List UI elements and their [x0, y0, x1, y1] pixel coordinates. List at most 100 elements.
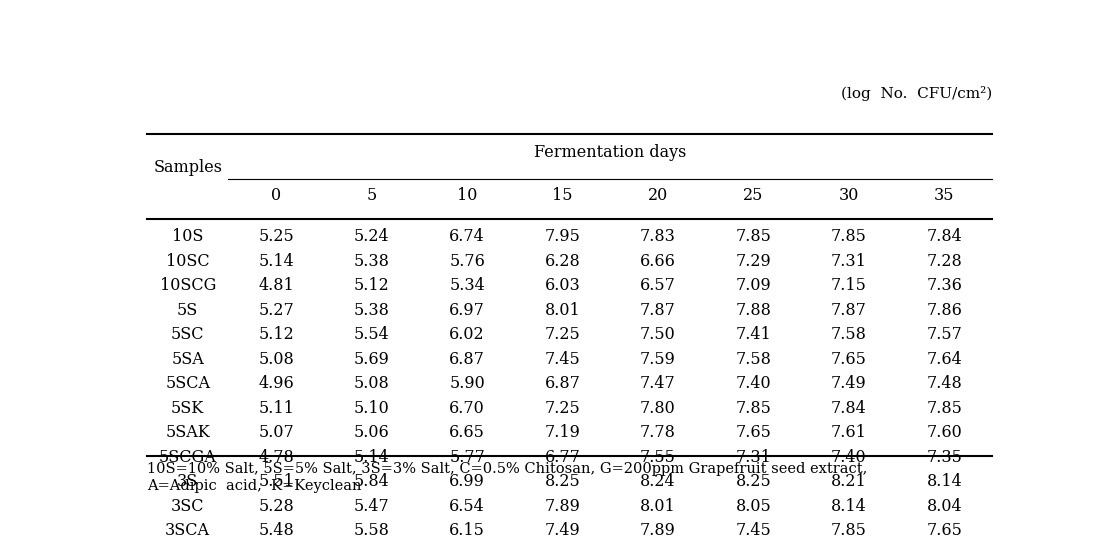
Text: 7.09: 7.09: [735, 277, 772, 294]
Text: 7.31: 7.31: [735, 449, 772, 465]
Text: 6.97: 6.97: [449, 302, 485, 319]
Text: 5.76: 5.76: [449, 253, 485, 270]
Text: 10SCG: 10SCG: [159, 277, 216, 294]
Text: 5: 5: [366, 187, 376, 204]
Text: 5.77: 5.77: [449, 449, 485, 465]
Text: 5.25: 5.25: [258, 228, 294, 245]
Text: 6.99: 6.99: [449, 473, 485, 490]
Text: 5SCGA: 5SCGA: [158, 449, 217, 465]
Text: 8.21: 8.21: [831, 473, 867, 490]
Text: 10SC: 10SC: [166, 253, 209, 270]
Text: 5.12: 5.12: [354, 277, 390, 294]
Text: 6.54: 6.54: [449, 498, 485, 514]
Text: 6.77: 6.77: [545, 449, 580, 465]
Text: 8.04: 8.04: [927, 498, 962, 514]
Text: 7.15: 7.15: [831, 277, 867, 294]
Text: 3S: 3S: [177, 473, 198, 490]
Text: 6.87: 6.87: [545, 375, 580, 392]
Text: 7.49: 7.49: [831, 375, 867, 392]
Text: 5.58: 5.58: [353, 522, 390, 539]
Text: 7.89: 7.89: [545, 498, 580, 514]
Text: 25: 25: [743, 187, 764, 204]
Text: 7.85: 7.85: [735, 228, 772, 245]
Text: 5.14: 5.14: [354, 449, 390, 465]
Text: (log  No.  CFU/cm²): (log No. CFU/cm²): [840, 86, 992, 102]
Text: 7.89: 7.89: [640, 522, 676, 539]
Text: 7.36: 7.36: [927, 277, 962, 294]
Text: 7.80: 7.80: [640, 400, 676, 417]
Text: 7.29: 7.29: [735, 253, 772, 270]
Text: 7.85: 7.85: [831, 522, 867, 539]
Text: 5.34: 5.34: [449, 277, 485, 294]
Text: 7.84: 7.84: [831, 400, 867, 417]
Text: 7.88: 7.88: [735, 302, 772, 319]
Text: 8.25: 8.25: [735, 473, 772, 490]
Text: 6.66: 6.66: [640, 253, 676, 270]
Text: 7.85: 7.85: [927, 400, 962, 417]
Text: 5.90: 5.90: [449, 375, 485, 392]
Text: 10S=10% Salt, 5S=5% Salt, 3S=3% Salt, C=0.5% Chitosan, G=200ppm Grapefruit seed : 10S=10% Salt, 5S=5% Salt, 3S=3% Salt, C=…: [147, 461, 867, 475]
Text: 5.47: 5.47: [354, 498, 390, 514]
Text: 5SK: 5SK: [172, 400, 205, 417]
Text: 7.64: 7.64: [927, 350, 962, 368]
Text: 7.25: 7.25: [545, 326, 580, 343]
Text: 4.78: 4.78: [258, 449, 294, 465]
Text: 5.38: 5.38: [353, 253, 390, 270]
Text: 5.12: 5.12: [258, 326, 294, 343]
Text: 7.87: 7.87: [640, 302, 676, 319]
Text: 6.57: 6.57: [640, 277, 676, 294]
Text: 7.49: 7.49: [545, 522, 580, 539]
Text: 7.40: 7.40: [735, 375, 772, 392]
Text: 5SA: 5SA: [172, 350, 204, 368]
Text: 8.25: 8.25: [545, 473, 580, 490]
Text: 7.65: 7.65: [735, 424, 772, 441]
Text: 10: 10: [457, 187, 477, 204]
Text: 7.50: 7.50: [640, 326, 676, 343]
Text: 15: 15: [552, 187, 572, 204]
Text: 7.61: 7.61: [831, 424, 867, 441]
Text: 7.19: 7.19: [545, 424, 580, 441]
Text: 7.86: 7.86: [927, 302, 962, 319]
Text: 7.55: 7.55: [640, 449, 676, 465]
Text: 7.65: 7.65: [927, 522, 962, 539]
Text: 7.84: 7.84: [927, 228, 962, 245]
Text: 3SCA: 3SCA: [165, 522, 210, 539]
Text: 7.78: 7.78: [640, 424, 676, 441]
Text: 5.51: 5.51: [258, 473, 294, 490]
Text: 7.28: 7.28: [927, 253, 962, 270]
Text: 7.60: 7.60: [927, 424, 962, 441]
Text: 6.02: 6.02: [449, 326, 485, 343]
Text: 5.54: 5.54: [354, 326, 390, 343]
Text: 8.05: 8.05: [735, 498, 772, 514]
Text: 8.14: 8.14: [831, 498, 867, 514]
Text: 5.38: 5.38: [353, 302, 390, 319]
Text: 6.70: 6.70: [449, 400, 485, 417]
Text: 8.24: 8.24: [640, 473, 675, 490]
Text: 8.01: 8.01: [545, 302, 580, 319]
Text: 7.45: 7.45: [545, 350, 580, 368]
Text: 5.08: 5.08: [354, 375, 390, 392]
Text: 7.87: 7.87: [831, 302, 867, 319]
Text: 7.85: 7.85: [735, 400, 772, 417]
Text: 6.03: 6.03: [545, 277, 580, 294]
Text: 5.10: 5.10: [354, 400, 390, 417]
Text: 7.65: 7.65: [831, 350, 867, 368]
Text: 5S: 5S: [177, 302, 198, 319]
Text: 3SC: 3SC: [170, 498, 205, 514]
Text: 5SAK: 5SAK: [165, 424, 210, 441]
Text: 7.45: 7.45: [735, 522, 772, 539]
Text: 5.84: 5.84: [354, 473, 390, 490]
Text: 5.28: 5.28: [258, 498, 294, 514]
Text: 0: 0: [271, 187, 281, 204]
Text: 8.01: 8.01: [640, 498, 676, 514]
Text: 6.74: 6.74: [449, 228, 485, 245]
Text: 6.15: 6.15: [449, 522, 485, 539]
Text: 7.47: 7.47: [640, 375, 676, 392]
Text: 7.41: 7.41: [735, 326, 772, 343]
Text: 20: 20: [648, 187, 669, 204]
Text: 6.65: 6.65: [449, 424, 485, 441]
Text: Fermentation days: Fermentation days: [534, 145, 686, 161]
Text: 5.07: 5.07: [258, 424, 294, 441]
Text: 5.06: 5.06: [354, 424, 390, 441]
Text: 6.28: 6.28: [545, 253, 580, 270]
